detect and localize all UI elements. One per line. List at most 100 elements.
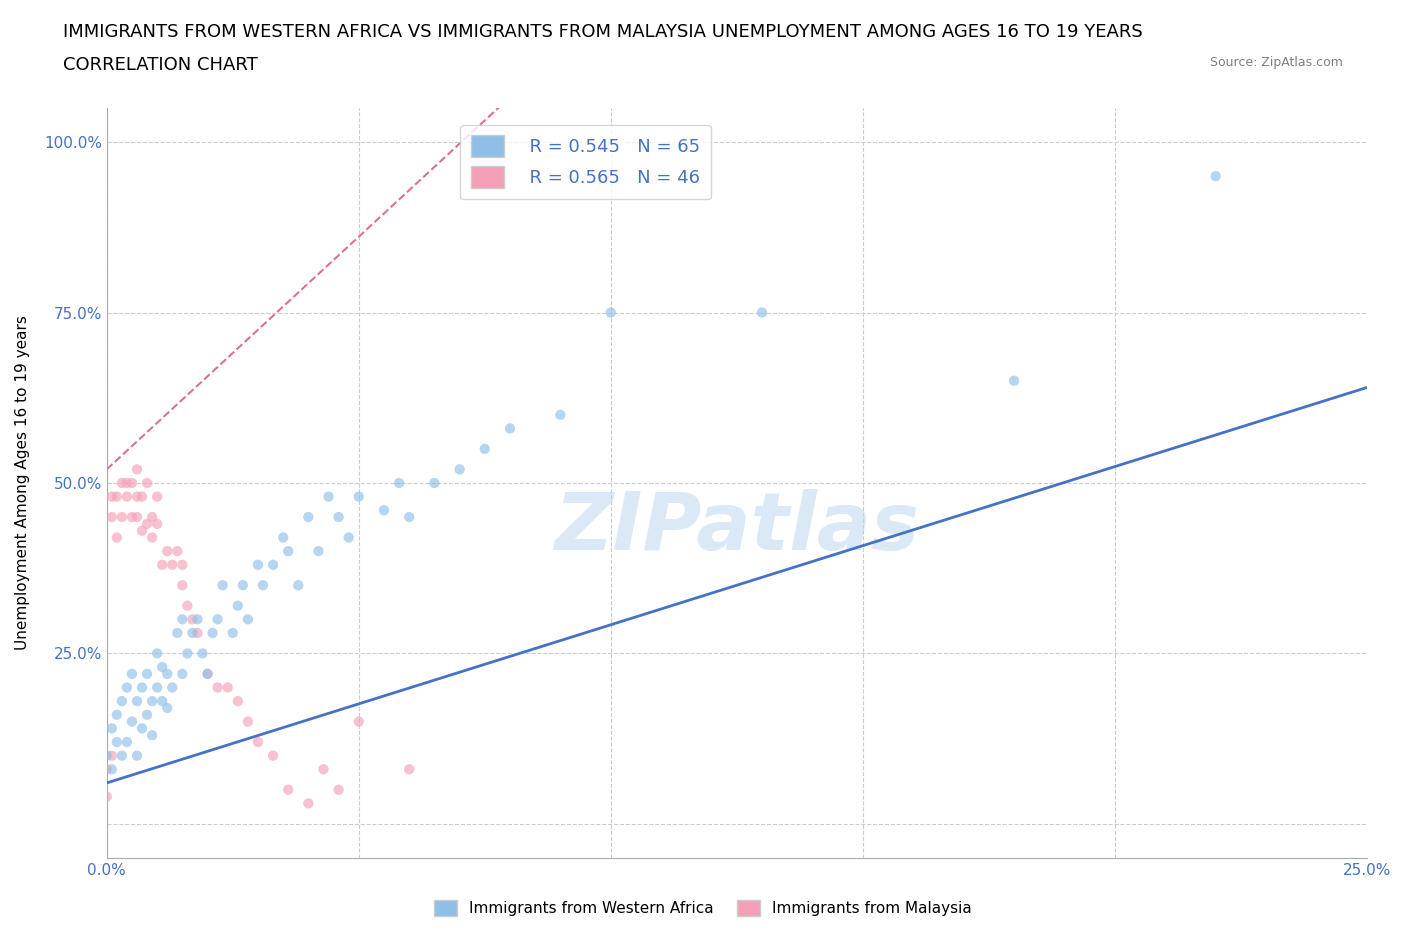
- Point: [207, 612, 229, 627]
- Point: [449, 462, 471, 477]
- Point: [141, 694, 163, 709]
- Point: [156, 544, 179, 559]
- Point: [115, 680, 138, 695]
- Text: IMMIGRANTS FROM WESTERN AFRICA VS IMMIGRANTS FROM MALAYSIA UNEMPLOYMENT AMONG AG: IMMIGRANTS FROM WESTERN AFRICA VS IMMIGR…: [63, 23, 1143, 41]
- Point: [172, 578, 194, 592]
- Point: [115, 735, 138, 750]
- Point: [211, 578, 233, 592]
- Point: [423, 475, 446, 490]
- Point: [101, 510, 124, 525]
- Point: [111, 694, 134, 709]
- Point: [181, 626, 204, 641]
- Point: [201, 626, 224, 641]
- Point: [125, 489, 148, 504]
- Point: [398, 762, 420, 777]
- Point: [328, 782, 350, 797]
- Point: [105, 735, 128, 750]
- Point: [125, 694, 148, 709]
- Point: [172, 557, 194, 572]
- Point: [136, 516, 159, 531]
- Text: CORRELATION CHART: CORRELATION CHART: [63, 56, 259, 73]
- Point: [121, 475, 143, 490]
- Point: [105, 530, 128, 545]
- Point: [136, 475, 159, 490]
- Text: Source: ZipAtlas.com: Source: ZipAtlas.com: [1209, 56, 1343, 69]
- Text: ZIPatlas: ZIPatlas: [554, 489, 920, 567]
- Point: [101, 489, 124, 504]
- Point: [186, 612, 208, 627]
- Point: [297, 510, 319, 525]
- Point: [217, 680, 239, 695]
- Point: [337, 530, 360, 545]
- Point: [141, 728, 163, 743]
- Point: [101, 721, 124, 736]
- Point: [136, 667, 159, 682]
- Point: [146, 680, 169, 695]
- Point: [236, 714, 259, 729]
- Point: [751, 305, 773, 320]
- Point: [156, 700, 179, 715]
- Point: [131, 524, 153, 538]
- Point: [398, 510, 420, 525]
- Point: [207, 680, 229, 695]
- Point: [150, 557, 173, 572]
- Point: [347, 489, 370, 504]
- Point: [599, 305, 621, 320]
- Point: [150, 659, 173, 674]
- Point: [347, 714, 370, 729]
- Point: [131, 680, 153, 695]
- Point: [222, 626, 245, 641]
- Point: [101, 749, 124, 764]
- Point: [1205, 168, 1227, 183]
- Point: [262, 749, 284, 764]
- Point: [162, 680, 184, 695]
- Point: [111, 510, 134, 525]
- Legend:   R = 0.545   N = 65,   R = 0.565   N = 46: R = 0.545 N = 65, R = 0.565 N = 46: [460, 125, 711, 199]
- Point: [115, 475, 138, 490]
- Point: [181, 612, 204, 627]
- Point: [287, 578, 309, 592]
- Point: [166, 544, 188, 559]
- Point: [115, 489, 138, 504]
- Point: [121, 510, 143, 525]
- Point: [101, 762, 124, 777]
- Point: [121, 667, 143, 682]
- Point: [96, 762, 118, 777]
- Point: [176, 598, 198, 613]
- Point: [232, 578, 254, 592]
- Point: [166, 626, 188, 641]
- Point: [125, 749, 148, 764]
- Point: [96, 790, 118, 804]
- Point: [121, 714, 143, 729]
- Point: [226, 598, 249, 613]
- Point: [141, 530, 163, 545]
- Point: [111, 475, 134, 490]
- Y-axis label: Unemployment Among Ages 16 to 19 years: Unemployment Among Ages 16 to 19 years: [15, 315, 30, 650]
- Point: [105, 708, 128, 723]
- Point: [105, 489, 128, 504]
- Point: [131, 721, 153, 736]
- Point: [150, 694, 173, 709]
- Point: [246, 557, 269, 572]
- Point: [197, 667, 219, 682]
- Point: [125, 510, 148, 525]
- Point: [156, 667, 179, 682]
- Point: [297, 796, 319, 811]
- Point: [226, 694, 249, 709]
- Point: [277, 782, 299, 797]
- Point: [191, 646, 214, 661]
- Point: [328, 510, 350, 525]
- Point: [172, 667, 194, 682]
- Point: [146, 516, 169, 531]
- Point: [236, 612, 259, 627]
- Point: [136, 708, 159, 723]
- Point: [197, 667, 219, 682]
- Point: [172, 612, 194, 627]
- Point: [176, 646, 198, 661]
- Point: [388, 475, 411, 490]
- Point: [125, 462, 148, 477]
- Point: [141, 510, 163, 525]
- Point: [277, 544, 299, 559]
- Point: [373, 503, 395, 518]
- Point: [146, 489, 169, 504]
